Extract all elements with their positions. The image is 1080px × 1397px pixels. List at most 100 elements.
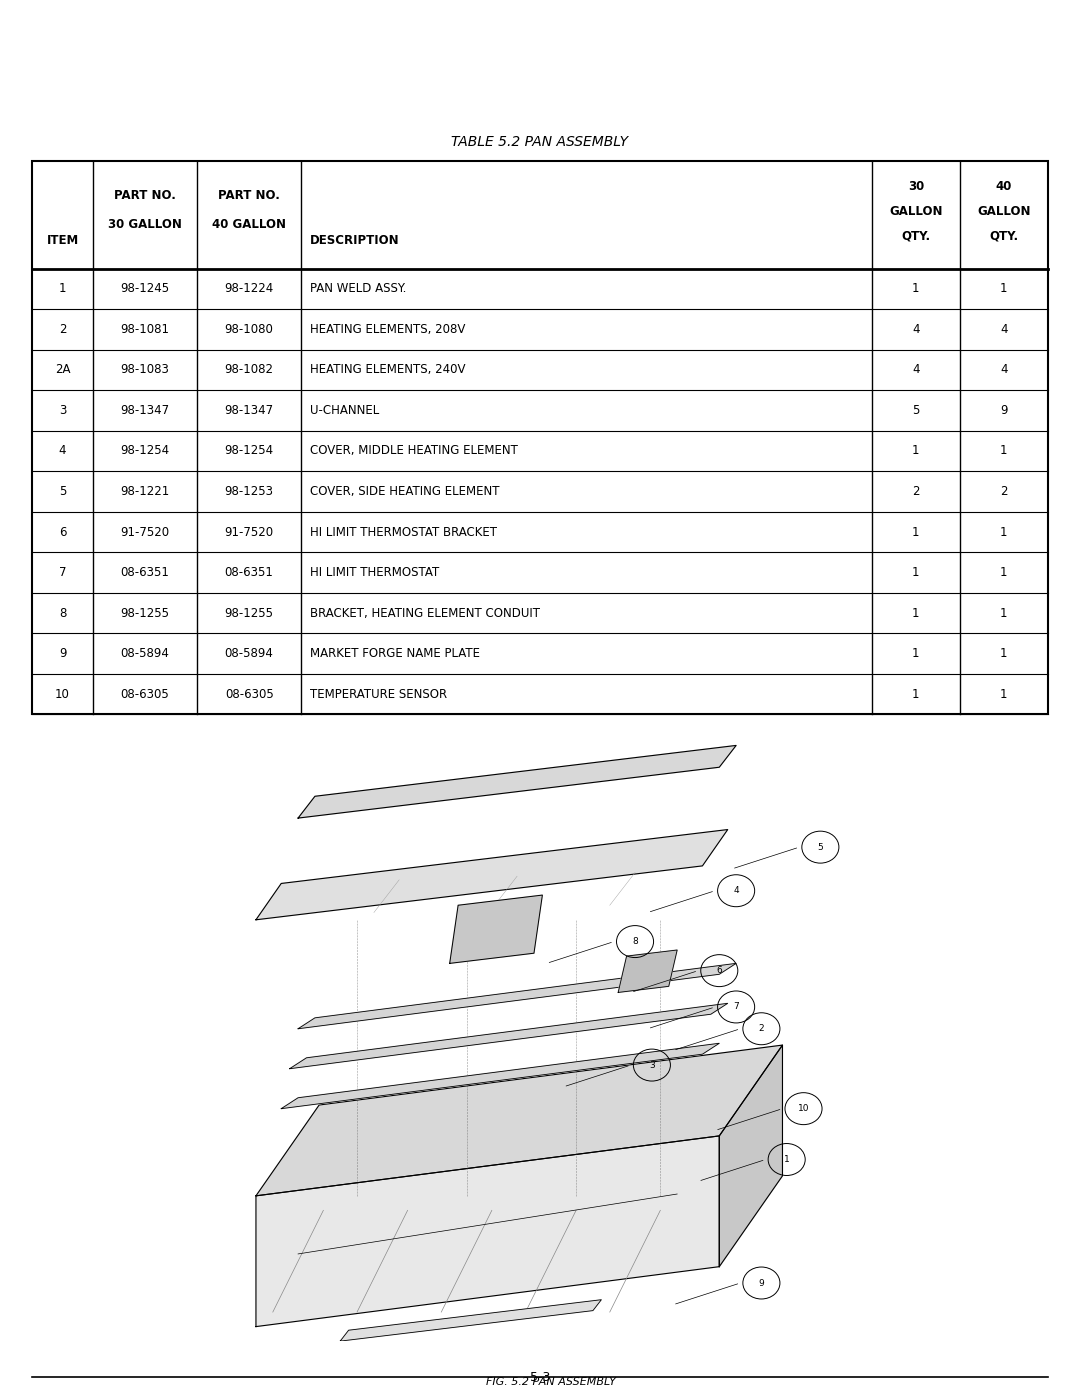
Text: 30 GALLON: 30 GALLON (108, 218, 181, 231)
Text: 10: 10 (55, 687, 70, 701)
Text: 98-1245: 98-1245 (120, 282, 170, 295)
Text: 1: 1 (913, 687, 920, 701)
Text: 7: 7 (58, 566, 66, 580)
Polygon shape (618, 950, 677, 992)
Text: 1: 1 (784, 1155, 789, 1164)
Text: 1: 1 (1000, 525, 1008, 538)
Text: 6: 6 (716, 967, 723, 975)
Text: 2: 2 (1000, 485, 1008, 497)
Text: 8: 8 (59, 606, 66, 620)
Text: PAN WELD ASSY.: PAN WELD ASSY. (310, 282, 406, 295)
Text: 08-5894: 08-5894 (121, 647, 170, 661)
Text: 1: 1 (913, 444, 920, 457)
Text: SECTION 5 ILLUSTRATED PARTS LIST: SECTION 5 ILLUSTRATED PARTS LIST (229, 31, 851, 59)
Text: 9: 9 (58, 647, 66, 661)
Text: 2: 2 (913, 485, 920, 497)
Text: 91-7520: 91-7520 (225, 525, 273, 538)
Text: GALLON: GALLON (889, 204, 943, 218)
Text: COVER, MIDDLE HEATING ELEMENT: COVER, MIDDLE HEATING ELEMENT (310, 444, 517, 457)
Text: 30: 30 (908, 180, 924, 193)
Text: FIG. 5.2 PAN ASSEMBLY: FIG. 5.2 PAN ASSEMBLY (486, 1377, 616, 1387)
Text: HEATING ELEMENTS, 208V: HEATING ELEMENTS, 208V (310, 323, 465, 335)
Text: HI LIMIT THERMOSTAT BRACKET: HI LIMIT THERMOSTAT BRACKET (310, 525, 497, 538)
Text: 2: 2 (58, 323, 66, 335)
Polygon shape (298, 964, 737, 1028)
Text: 98-1080: 98-1080 (225, 323, 273, 335)
Text: PART NO.: PART NO. (114, 189, 176, 201)
FancyBboxPatch shape (32, 161, 1048, 714)
Text: 5: 5 (59, 485, 66, 497)
Text: 08-6351: 08-6351 (121, 566, 170, 580)
Text: TEMPERATURE SENSOR: TEMPERATURE SENSOR (310, 687, 447, 701)
Text: MARKET FORGE NAME PLATE: MARKET FORGE NAME PLATE (310, 647, 480, 661)
Text: 98-1255: 98-1255 (120, 606, 170, 620)
Text: 1: 1 (1000, 444, 1008, 457)
Polygon shape (340, 1299, 602, 1341)
Text: 1: 1 (1000, 606, 1008, 620)
Text: 4: 4 (913, 323, 920, 335)
Text: 1: 1 (1000, 647, 1008, 661)
Text: 98-1254: 98-1254 (225, 444, 273, 457)
Text: 2: 2 (758, 1024, 765, 1034)
Text: 98-1254: 98-1254 (120, 444, 170, 457)
Text: 5: 5 (818, 842, 823, 852)
Text: 08-6305: 08-6305 (121, 687, 170, 701)
Text: HEATING ELEMENTS, 240V: HEATING ELEMENTS, 240V (310, 363, 465, 376)
Polygon shape (298, 746, 737, 819)
Text: HI LIMIT THERMOSTAT: HI LIMIT THERMOSTAT (310, 566, 440, 580)
Text: 4: 4 (58, 444, 66, 457)
Text: 8: 8 (632, 937, 638, 946)
Text: DESCRIPTION: DESCRIPTION (310, 233, 400, 247)
Polygon shape (256, 830, 728, 919)
Text: 98-1253: 98-1253 (225, 485, 273, 497)
Text: 1: 1 (58, 282, 66, 295)
Text: 3: 3 (59, 404, 66, 416)
Text: 1: 1 (913, 525, 920, 538)
Text: 10: 10 (798, 1104, 809, 1113)
Text: 7: 7 (733, 1003, 739, 1011)
Text: QTY.: QTY. (902, 229, 931, 242)
Text: BRACKET, HEATING ELEMENT CONDUIT: BRACKET, HEATING ELEMENT CONDUIT (310, 606, 540, 620)
Text: 1: 1 (913, 647, 920, 661)
Text: 98-1082: 98-1082 (225, 363, 273, 376)
Text: 3: 3 (649, 1060, 654, 1070)
Text: 98-1255: 98-1255 (225, 606, 273, 620)
Text: 1: 1 (913, 566, 920, 580)
Text: 1: 1 (913, 606, 920, 620)
Text: 08-5894: 08-5894 (225, 647, 273, 661)
Text: ITEM: ITEM (46, 233, 79, 247)
Text: 98-1347: 98-1347 (120, 404, 170, 416)
Text: 4: 4 (733, 886, 739, 895)
Text: 91-7520: 91-7520 (120, 525, 170, 538)
Text: TABLE 5.2 PAN ASSEMBLY: TABLE 5.2 PAN ASSEMBLY (451, 136, 629, 149)
Text: 98-1083: 98-1083 (121, 363, 170, 376)
Polygon shape (281, 1044, 719, 1109)
Text: 98-1221: 98-1221 (120, 485, 170, 497)
Text: 40 GALLON: 40 GALLON (212, 218, 286, 231)
Text: 5-3: 5-3 (530, 1370, 550, 1384)
Text: PART NO.: PART NO. (218, 189, 280, 201)
Text: 1: 1 (913, 282, 920, 295)
Text: 1: 1 (1000, 566, 1008, 580)
Text: 5: 5 (913, 404, 919, 416)
Text: 98-1224: 98-1224 (225, 282, 274, 295)
Text: 2A: 2A (55, 363, 70, 376)
Polygon shape (719, 1045, 783, 1267)
Text: QTY.: QTY. (989, 229, 1018, 242)
Polygon shape (256, 1136, 719, 1327)
Text: 08-6305: 08-6305 (225, 687, 273, 701)
Text: 9: 9 (1000, 404, 1008, 416)
Text: COVER, SIDE HEATING ELEMENT: COVER, SIDE HEATING ELEMENT (310, 485, 499, 497)
Text: 1: 1 (1000, 687, 1008, 701)
Polygon shape (449, 895, 542, 964)
Text: U-CHANNEL: U-CHANNEL (310, 404, 379, 416)
Text: GALLON: GALLON (977, 204, 1030, 218)
Text: 40: 40 (996, 180, 1012, 193)
Polygon shape (256, 1045, 783, 1196)
Text: 4: 4 (1000, 363, 1008, 376)
Text: 1: 1 (1000, 282, 1008, 295)
Text: 4: 4 (1000, 323, 1008, 335)
Text: 98-1347: 98-1347 (225, 404, 273, 416)
Text: 6: 6 (58, 525, 66, 538)
Text: 08-6351: 08-6351 (225, 566, 273, 580)
